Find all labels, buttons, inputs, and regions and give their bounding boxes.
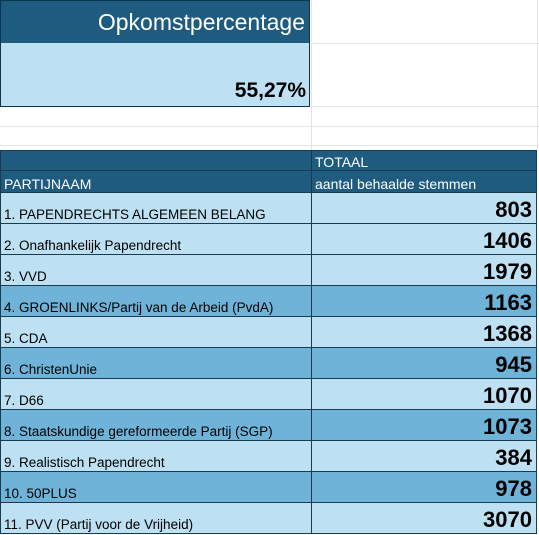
party-votes: 978 bbox=[495, 476, 532, 501]
opkomst-title: Opkomstpercentage bbox=[97, 8, 305, 35]
party-votes-cell[interactable]: 803 bbox=[311, 192, 537, 224]
table-row: 2. Onafhankelijk Papendrecht 1406 bbox=[0, 223, 537, 255]
party-votes: 1073 bbox=[483, 414, 532, 439]
table-row: 6. ChristenUnie 945 bbox=[0, 347, 537, 379]
totaal-header-cell[interactable]: TOTAAL bbox=[311, 150, 537, 171]
opkomst-value: 55,27% bbox=[234, 79, 306, 102]
party-votes: 1406 bbox=[483, 228, 532, 253]
party-name: 9. Realistisch Papendrecht bbox=[4, 455, 165, 470]
party-name: 3. VVD bbox=[4, 269, 47, 284]
party-votes: 1163 bbox=[484, 290, 532, 315]
opkomst-value-cell[interactable]: 55,27% bbox=[0, 43, 310, 107]
party-votes: 945 bbox=[495, 352, 532, 377]
stemmen-header-cell[interactable]: aantal behaalde stemmen bbox=[311, 170, 537, 193]
results-table: TOTAAL PARTIJNAAM aantal behaalde stemme… bbox=[0, 150, 537, 534]
party-name-cell[interactable]: 10. 50PLUS bbox=[0, 471, 312, 503]
party-votes-cell[interactable]: 1368 bbox=[311, 316, 537, 348]
partijnaam-header: PARTIJNAAM bbox=[4, 176, 92, 192]
party-name: 2. Onafhankelijk Papendrecht bbox=[4, 238, 182, 253]
gridline bbox=[0, 145, 539, 146]
party-name: 6. ChristenUnie bbox=[4, 362, 98, 377]
table-row: 3. VVD 1979 bbox=[0, 254, 537, 286]
party-votes: 1979 bbox=[483, 259, 532, 284]
party-votes-cell[interactable]: 1070 bbox=[311, 378, 537, 410]
party-name-cell[interactable]: 7. D66 bbox=[0, 378, 312, 410]
gridline bbox=[311, 106, 539, 107]
party-name: 1. PAPENDRECHTS ALGEMEEN BELANG bbox=[4, 207, 266, 222]
party-votes-cell[interactable]: 1073 bbox=[311, 409, 537, 441]
party-name: 4. GROENLINKS/Partij van de Arbeid (PvdA… bbox=[4, 300, 274, 315]
table-row: 5. CDA 1368 bbox=[0, 316, 537, 348]
partijnaam-header-cell[interactable]: PARTIJNAAM bbox=[0, 170, 312, 193]
stemmen-header: aantal behaalde stemmen bbox=[315, 176, 477, 192]
party-votes-cell[interactable]: 1979 bbox=[311, 254, 537, 286]
party-name-cell[interactable]: 1. PAPENDRECHTS ALGEMEEN BELANG bbox=[0, 192, 312, 224]
party-votes-cell[interactable]: 978 bbox=[311, 471, 537, 503]
party-votes: 1368 bbox=[483, 321, 532, 346]
table-row: 11. PVV (Partij voor de Vrijheid) 3070 bbox=[0, 502, 537, 534]
table-subheader-row: PARTIJNAAM aantal behaalde stemmen bbox=[0, 170, 537, 193]
table-row: 4. GROENLINKS/Partij van de Arbeid (PvdA… bbox=[0, 285, 537, 317]
party-votes-cell[interactable]: 384 bbox=[311, 440, 537, 472]
party-votes: 384 bbox=[495, 445, 532, 470]
table-header-row: TOTAAL bbox=[0, 150, 537, 171]
gridline bbox=[311, 43, 539, 44]
table-row: 9. Realistisch Papendrecht 384 bbox=[0, 440, 537, 472]
opkomst-title-cell[interactable]: Opkomstpercentage bbox=[0, 0, 310, 44]
party-name-cell[interactable]: 4. GROENLINKS/Partij van de Arbeid (PvdA… bbox=[0, 285, 312, 317]
party-votes: 803 bbox=[495, 197, 532, 222]
party-name-cell[interactable]: 6. ChristenUnie bbox=[0, 347, 312, 379]
party-name: 11. PVV (Partij voor de Vrijheid) bbox=[4, 517, 194, 532]
party-name-cell[interactable]: 11. PVV (Partij voor de Vrijheid) bbox=[0, 502, 312, 534]
table-row: 7. D66 1070 bbox=[0, 378, 537, 410]
party-name-cell[interactable]: 2. Onafhankelijk Papendrecht bbox=[0, 223, 312, 255]
party-votes: 3070 bbox=[483, 507, 532, 532]
party-name-cell[interactable]: 9. Realistisch Papendrecht bbox=[0, 440, 312, 472]
party-votes-cell[interactable]: 3070 bbox=[311, 502, 537, 534]
party-name: 8. Staatskundige gereformeerde Partij (S… bbox=[4, 424, 273, 439]
party-votes-cell[interactable]: 1406 bbox=[311, 223, 537, 255]
header-empty-cell[interactable] bbox=[0, 150, 312, 171]
totaal-header: TOTAAL bbox=[315, 154, 369, 170]
table-row: 8. Staatskundige gereformeerde Partij (S… bbox=[0, 409, 537, 441]
gridline bbox=[311, 0, 312, 150]
party-votes-cell[interactable]: 1163 bbox=[311, 285, 537, 317]
party-name-cell[interactable]: 3. VVD bbox=[0, 254, 312, 286]
party-votes-cell[interactable]: 945 bbox=[311, 347, 537, 379]
table-row: 10. 50PLUS 978 bbox=[0, 471, 537, 503]
table-row: 1. PAPENDRECHTS ALGEMEEN BELANG 803 bbox=[0, 192, 537, 224]
gridline bbox=[537, 0, 538, 150]
party-name: 5. CDA bbox=[4, 331, 48, 346]
party-name-cell[interactable]: 8. Staatskundige gereformeerde Partij (S… bbox=[0, 409, 312, 441]
party-name: 7. D66 bbox=[4, 393, 44, 408]
party-name: 10. 50PLUS bbox=[4, 486, 77, 501]
party-votes: 1070 bbox=[483, 383, 532, 408]
party-name-cell[interactable]: 5. CDA bbox=[0, 316, 312, 348]
gridline bbox=[0, 126, 539, 127]
